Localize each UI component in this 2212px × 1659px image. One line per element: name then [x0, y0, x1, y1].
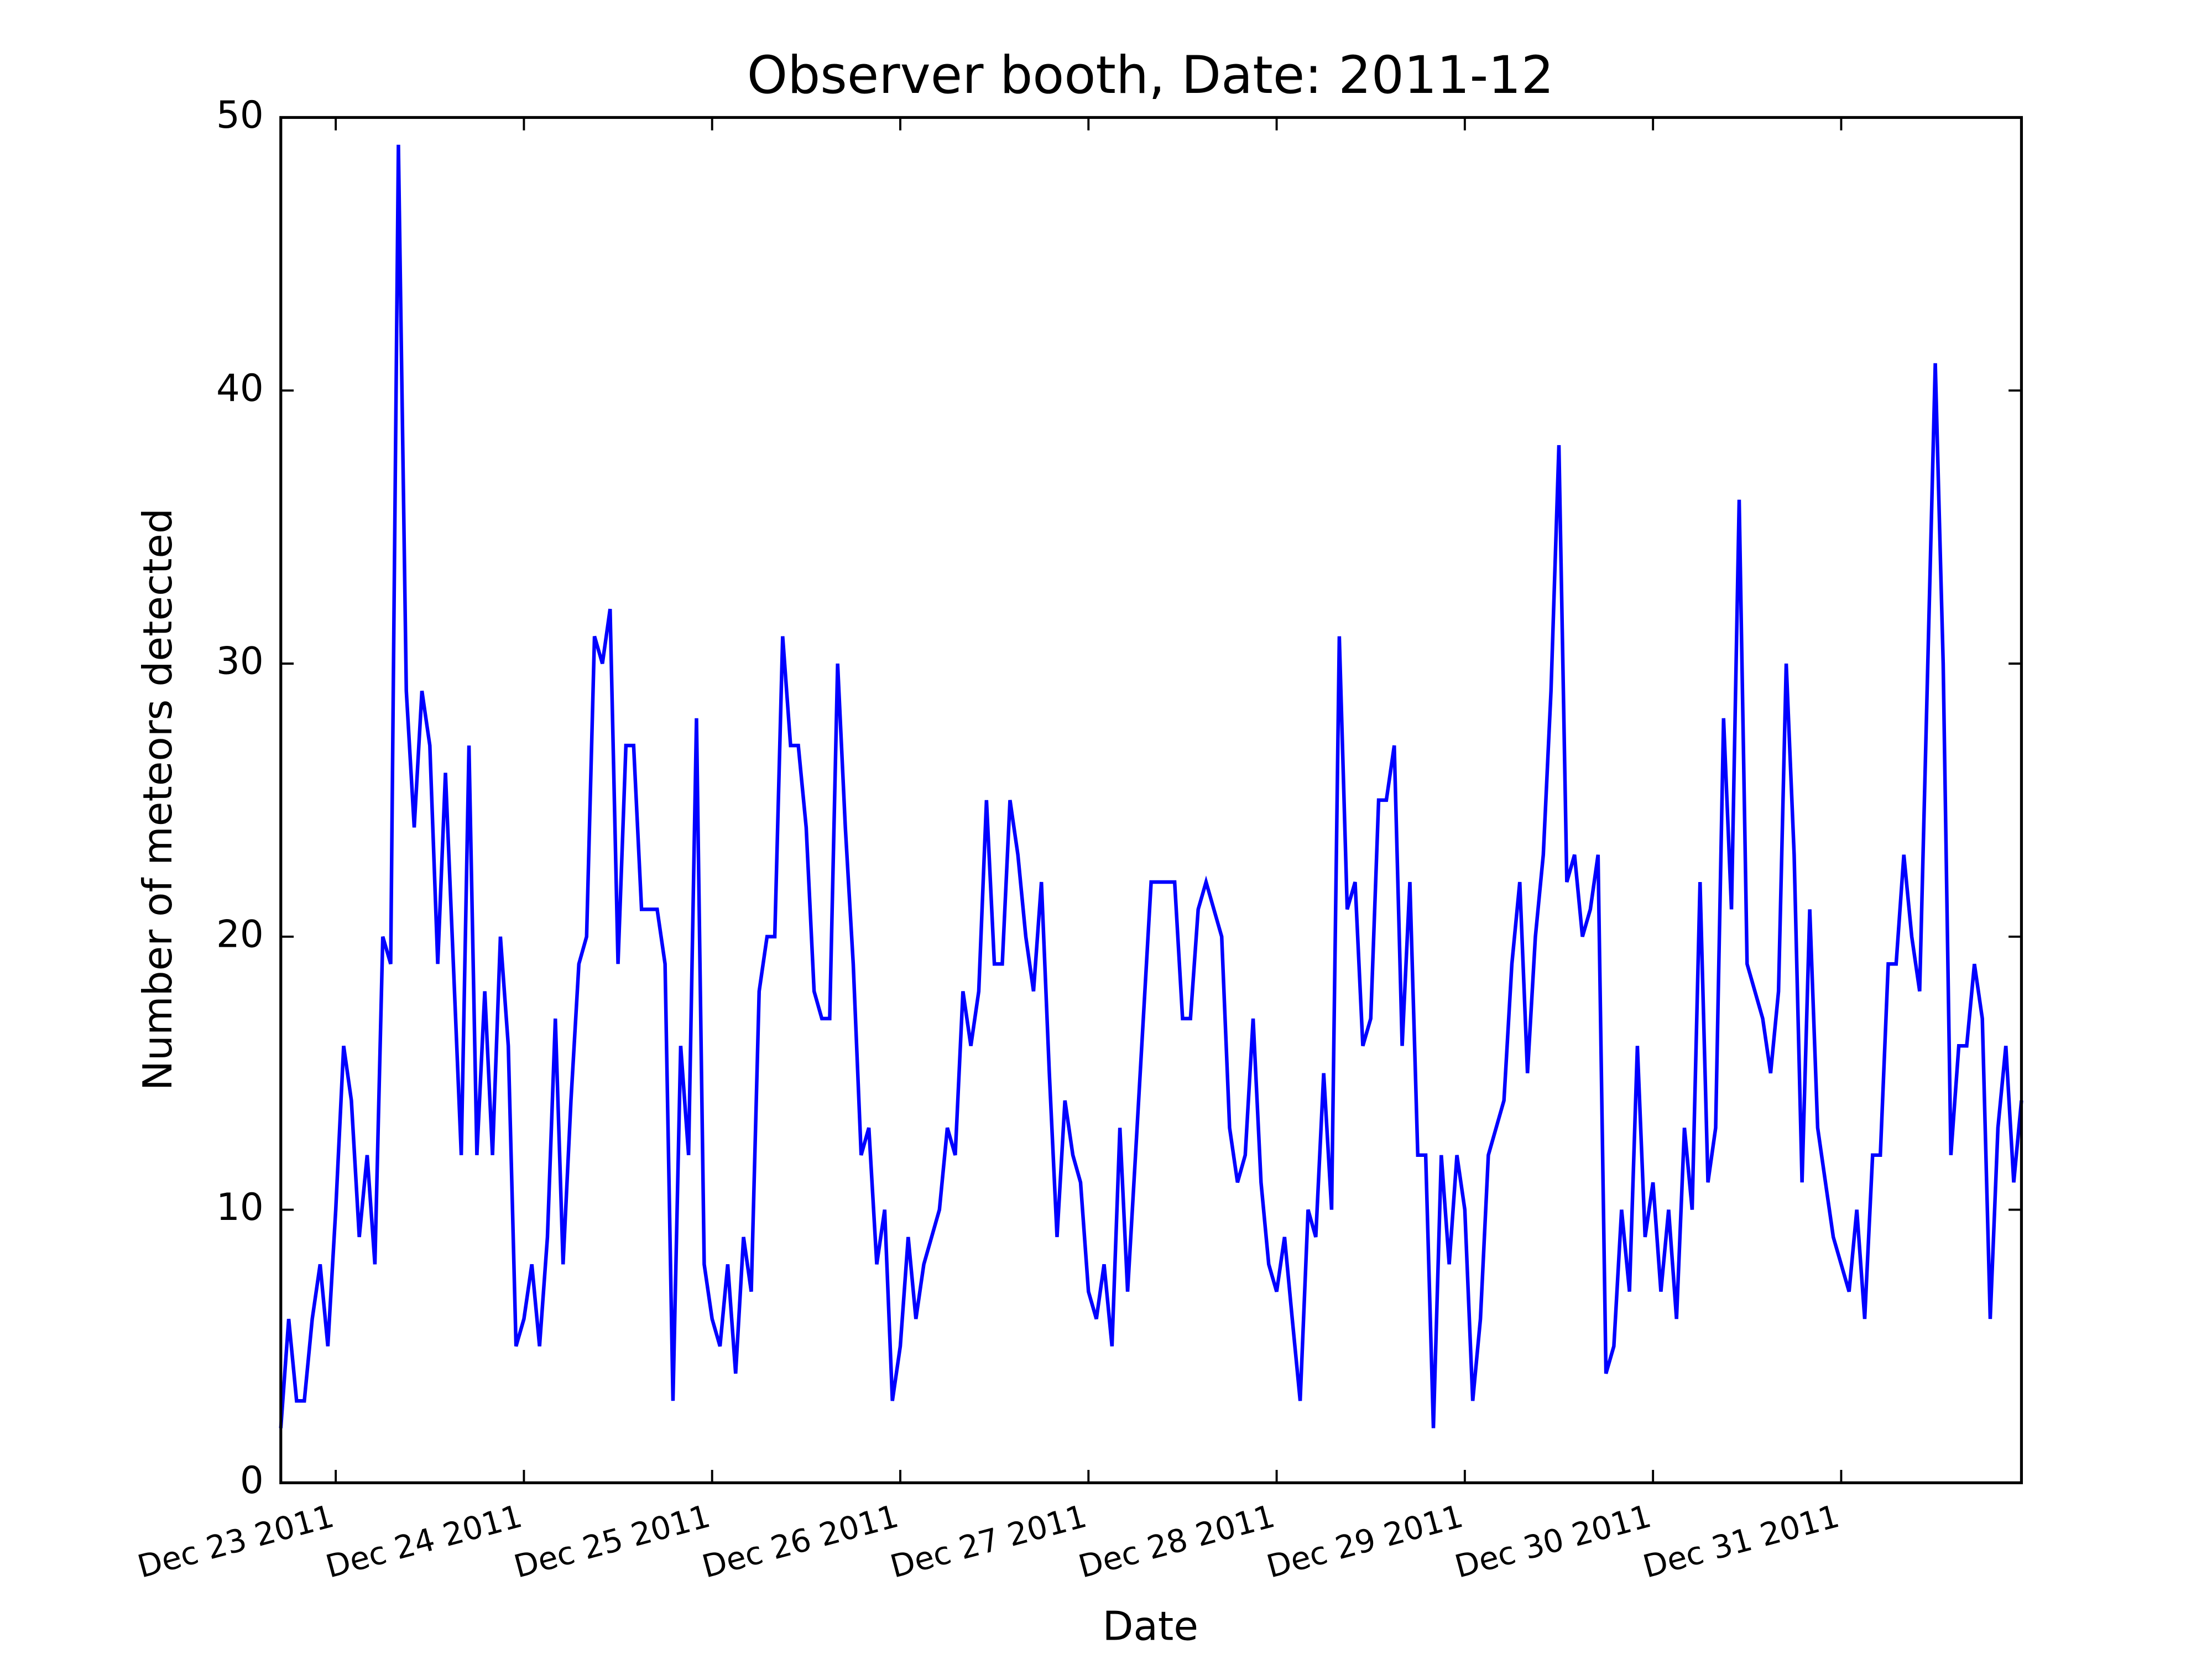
y-tick-label: 30 [216, 639, 264, 683]
x-tick-label: Dec 24 2011 [322, 1498, 526, 1585]
y-tick-label: 40 [216, 366, 264, 410]
axes-frame [279, 116, 2023, 1484]
data-line [279, 144, 2023, 1428]
y-tick-label: 10 [216, 1185, 264, 1229]
x-axis-label: Date [1103, 1604, 1198, 1650]
x-tick-label: Dec 25 2011 [510, 1498, 714, 1585]
x-tick-label: Dec 29 2011 [1263, 1498, 1467, 1585]
y-tick-label: 0 [240, 1458, 264, 1502]
x-tick-label: Dec 28 2011 [1074, 1498, 1279, 1585]
chart-title: Observer booth, Date: 2011-12 [747, 45, 1554, 105]
x-tick-label: Dec 26 2011 [698, 1498, 902, 1585]
x-tick-label: Dec 27 2011 [886, 1498, 1091, 1585]
x-tick-label: Dec 31 2011 [1639, 1498, 1843, 1585]
plot-area [279, 144, 2023, 1428]
x-tick-label: Dec 23 2011 [134, 1498, 338, 1585]
y-tick-label: 20 [216, 912, 264, 956]
y-axis-label: Number of meteors detected [135, 508, 181, 1091]
x-tick-label: Dec 30 2011 [1451, 1498, 1655, 1585]
y-tick-label: 50 [216, 93, 264, 137]
